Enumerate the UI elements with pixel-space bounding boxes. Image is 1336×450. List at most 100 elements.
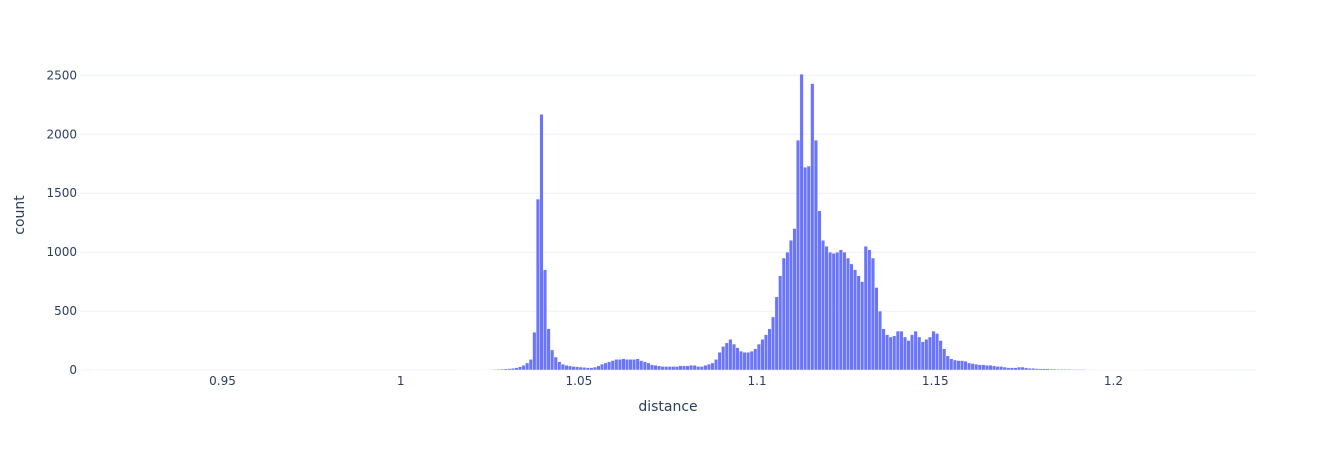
histogram-bar xyxy=(503,368,508,371)
histogram-bar xyxy=(860,281,865,371)
histogram-bar xyxy=(667,366,672,371)
histogram-bar xyxy=(1009,367,1014,371)
histogram-bar xyxy=(731,343,736,371)
histogram-bar xyxy=(895,330,900,371)
y-tick-label: 2000 xyxy=(46,127,77,141)
histogram-bar xyxy=(945,355,950,371)
histogram-bar xyxy=(717,352,722,371)
histogram-bar xyxy=(949,358,954,371)
histogram-bar xyxy=(760,339,765,371)
histogram-bar xyxy=(1056,368,1061,371)
histogram-bar xyxy=(532,332,537,371)
histogram-bar xyxy=(903,336,907,371)
histogram-bar xyxy=(992,365,997,371)
x-tick-label: 1.05 xyxy=(566,374,593,388)
histogram-bar xyxy=(589,367,594,371)
histogram-bar xyxy=(767,328,772,371)
histogram-bar xyxy=(874,287,879,371)
histogram-bar xyxy=(856,275,861,371)
histogram-bar xyxy=(1063,369,1068,371)
histogram-bar xyxy=(881,328,886,371)
histogram-bar xyxy=(899,330,904,371)
histogram-bar xyxy=(742,352,747,371)
histogram-bar xyxy=(821,240,826,371)
histogram-bar xyxy=(927,336,932,371)
histogram-bar xyxy=(514,367,519,371)
histogram-bar xyxy=(710,362,715,371)
histogram-bar xyxy=(799,73,804,371)
histogram-bar xyxy=(771,316,776,371)
histogram-bar xyxy=(974,363,979,371)
histogram-bar xyxy=(1020,366,1025,371)
histogram-bar xyxy=(685,365,690,371)
histogram-bar xyxy=(1059,368,1064,371)
histogram-bar xyxy=(831,253,836,371)
histogram-bar xyxy=(842,251,847,371)
histogram-bar xyxy=(692,365,697,371)
histogram-bar xyxy=(849,263,854,371)
histogram-bar xyxy=(660,366,665,371)
histogram-bar xyxy=(1034,368,1039,371)
histogram-bar xyxy=(956,360,961,371)
x-tick-label: 1 xyxy=(397,374,405,388)
histogram-bar xyxy=(924,339,929,371)
histogram-bar xyxy=(999,366,1004,371)
histogram-bar xyxy=(917,336,922,371)
histogram-bar xyxy=(1006,367,1011,371)
histogram-bar xyxy=(774,296,779,371)
histogram-bar xyxy=(714,359,719,371)
histogram-bar xyxy=(507,368,512,371)
histogram-bar xyxy=(1045,368,1050,371)
histogram-bar xyxy=(838,249,843,371)
histogram-bar xyxy=(543,269,548,371)
histogram-bar xyxy=(728,339,733,371)
histogram-bar xyxy=(578,366,583,371)
histogram-bar xyxy=(1052,368,1057,371)
histogram-bar xyxy=(1049,368,1054,371)
histogram-bar xyxy=(585,367,590,371)
histogram-bar xyxy=(603,362,608,371)
histogram-bar xyxy=(931,330,936,371)
histogram-bar xyxy=(682,365,687,371)
histogram-bar xyxy=(500,368,505,371)
histogram-bar xyxy=(963,360,968,371)
x-tick-label: 1.1 xyxy=(748,374,767,388)
histogram-bar xyxy=(981,364,986,371)
histogram-bar xyxy=(952,359,957,371)
histogram-bar xyxy=(756,343,761,371)
histogram-bar xyxy=(560,363,565,371)
histogram-bar xyxy=(810,83,815,371)
histogram-bar xyxy=(942,348,947,371)
histogram-bar xyxy=(600,363,605,371)
histogram-bar xyxy=(518,366,523,371)
histogram-bar xyxy=(796,139,801,371)
histogram-bar xyxy=(910,334,915,371)
histogram-bar xyxy=(1031,368,1036,371)
histogram-bar xyxy=(1027,368,1032,371)
histogram-bar xyxy=(885,334,890,371)
histogram-bar xyxy=(674,366,679,371)
histogram-bar xyxy=(628,359,633,371)
y-tick-label: 2500 xyxy=(46,68,77,82)
histogram-bar xyxy=(913,330,918,371)
histogram-bar xyxy=(735,347,740,371)
histogram-bar xyxy=(664,366,669,371)
histogram-bar xyxy=(592,366,597,371)
histogram-bar xyxy=(806,165,811,371)
histogram-bar xyxy=(607,361,612,371)
histogram-bar xyxy=(721,346,726,371)
histogram-bar xyxy=(528,359,533,371)
histogram-bar xyxy=(649,364,654,371)
histogram-bar xyxy=(888,336,893,371)
histogram-bar xyxy=(1070,369,1075,371)
histogram-bar xyxy=(781,257,786,371)
y-tick-label: 1500 xyxy=(46,186,77,200)
x-tick-label: 1.15 xyxy=(922,374,949,388)
histogram-bar xyxy=(867,249,872,371)
histogram-bar xyxy=(870,257,875,371)
x-axis-ticks: 0.95 1 1.05 1.1 1.15 1.2 xyxy=(209,374,1123,388)
histogram-bar xyxy=(995,366,1000,371)
histogram-bar xyxy=(1002,366,1007,371)
histogram-bar xyxy=(788,240,793,371)
histogram-bar xyxy=(739,350,744,371)
